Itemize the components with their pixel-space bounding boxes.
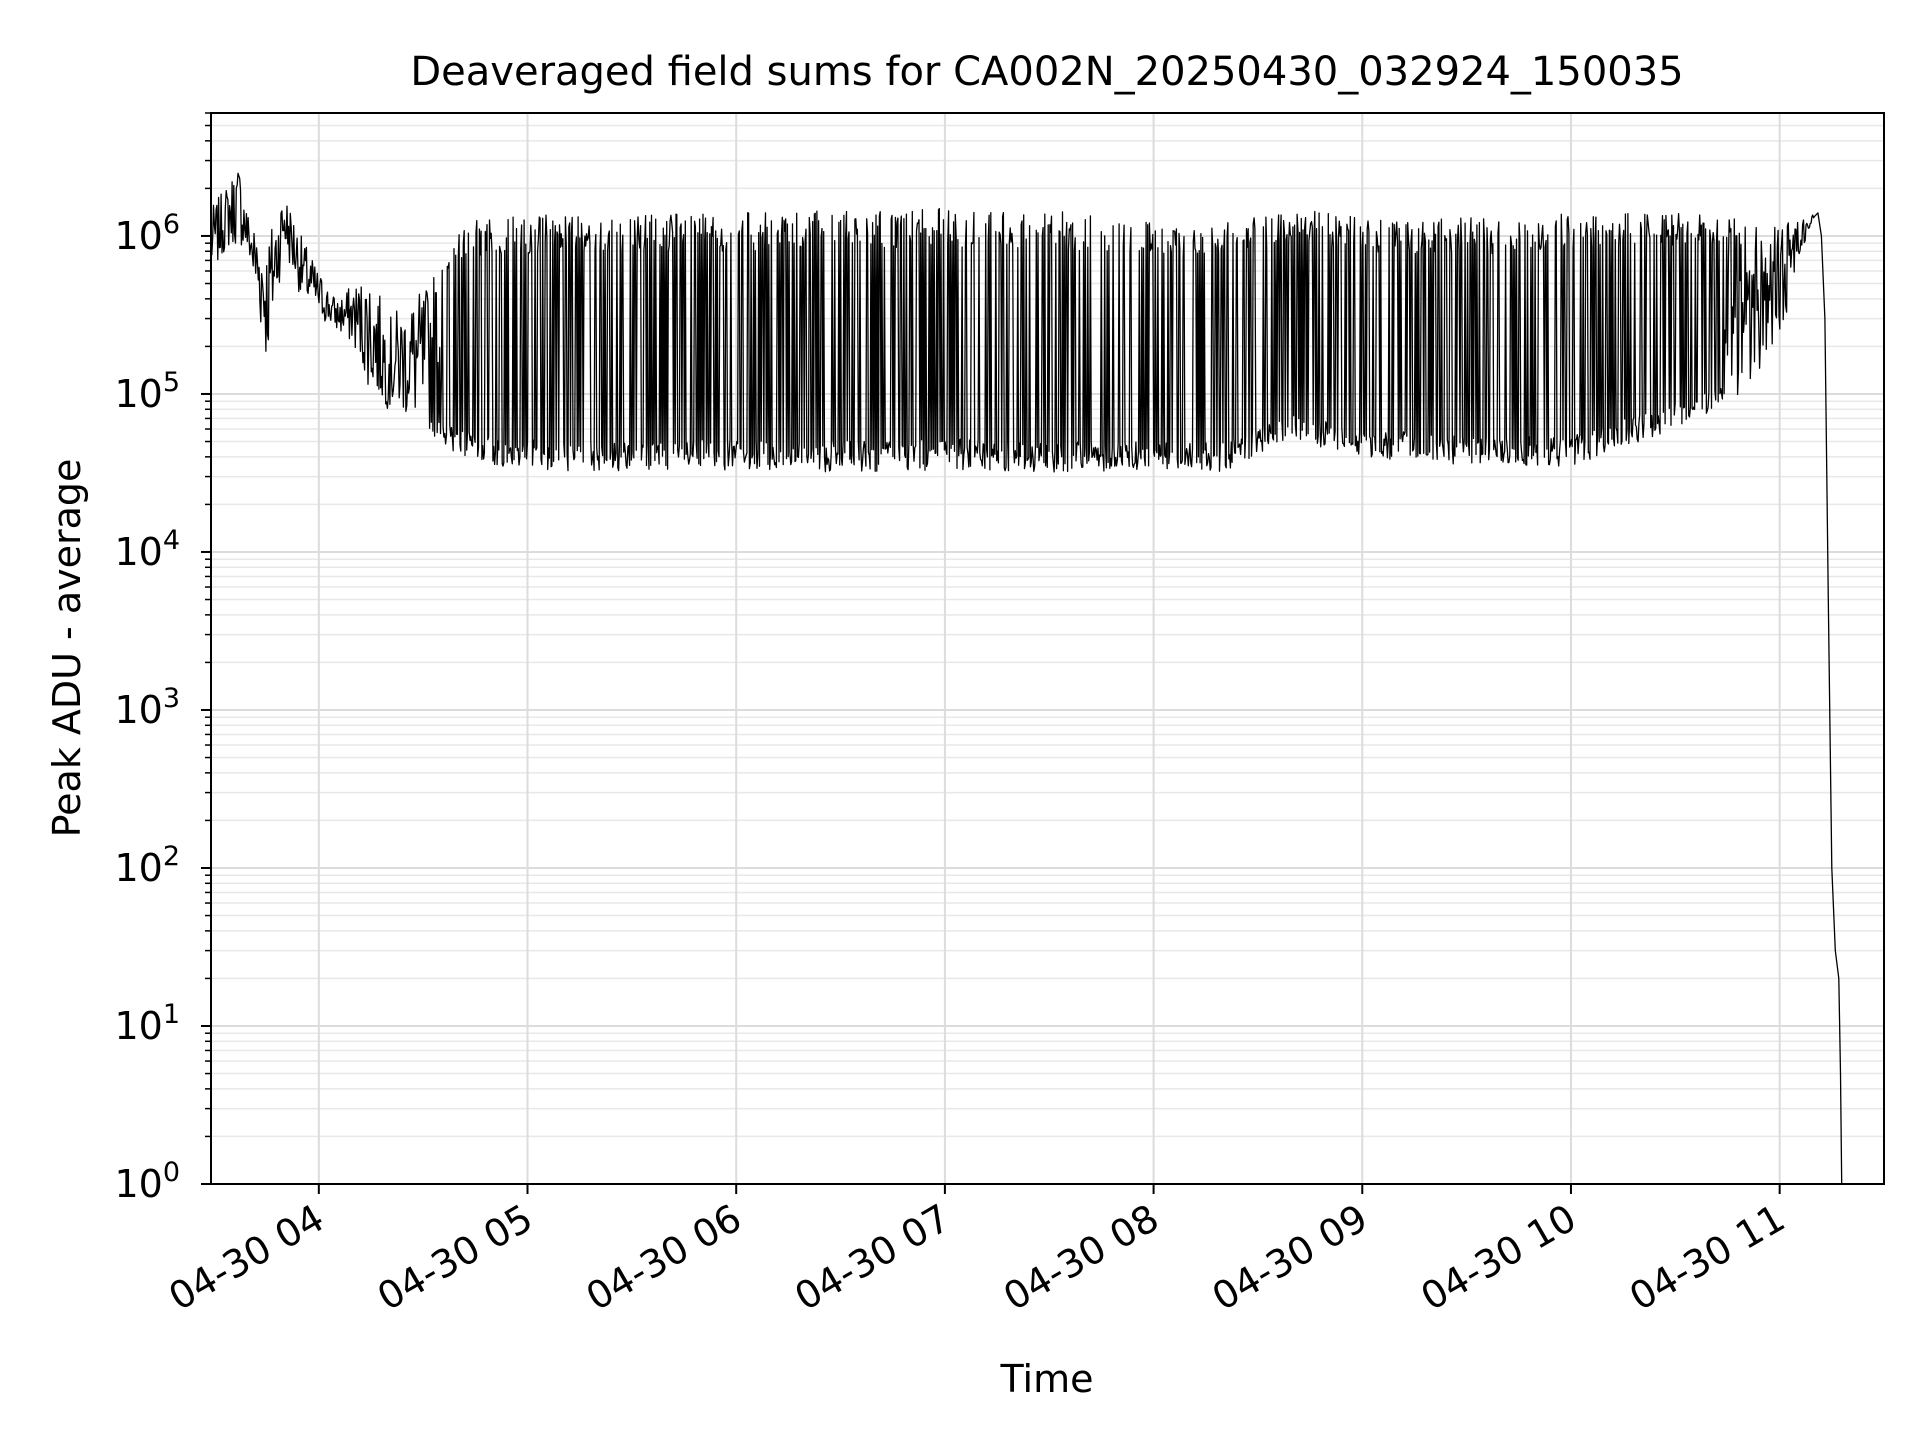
- y-tick-label: 104: [114, 525, 180, 574]
- y-axis-label: Peak ADU - average: [45, 459, 89, 838]
- y-tick-label: 102: [114, 841, 180, 890]
- y-tick-label-base: 10: [114, 214, 162, 258]
- series-line: [210, 172, 1843, 1185]
- y-tick-label-exponent: 4: [163, 525, 180, 556]
- y-tick-label-exponent: 1: [163, 999, 180, 1030]
- series-layer: [210, 172, 1843, 1185]
- y-tick-label-exponent: 5: [163, 367, 180, 398]
- y-tick-label-exponent: 6: [163, 209, 180, 240]
- y-tick-label-exponent: 0: [163, 1157, 180, 1188]
- chart-title: Deaveraged field sums for CA002N_2025043…: [410, 49, 1683, 95]
- y-tick-label-base: 10: [114, 1004, 162, 1048]
- x-axis-label: Time: [1000, 1357, 1094, 1401]
- y-tick-label: 106: [114, 209, 180, 258]
- y-tick-label-base: 10: [114, 846, 162, 890]
- y-tick-label: 101: [114, 999, 180, 1048]
- y-tick-label-base: 10: [114, 1162, 162, 1206]
- y-tick-label: 100: [114, 1157, 180, 1206]
- y-tick-label: 105: [114, 367, 180, 416]
- y-tick-label-base: 10: [114, 372, 162, 416]
- y-tick-label: 103: [114, 683, 180, 732]
- y-tick-label-base: 10: [114, 530, 162, 574]
- plot-area-frame: [210, 112, 1885, 1185]
- y-tick-label-base: 10: [114, 688, 162, 732]
- y-tick-label-exponent: 3: [163, 683, 180, 714]
- y-tick-label-exponent: 2: [163, 841, 180, 872]
